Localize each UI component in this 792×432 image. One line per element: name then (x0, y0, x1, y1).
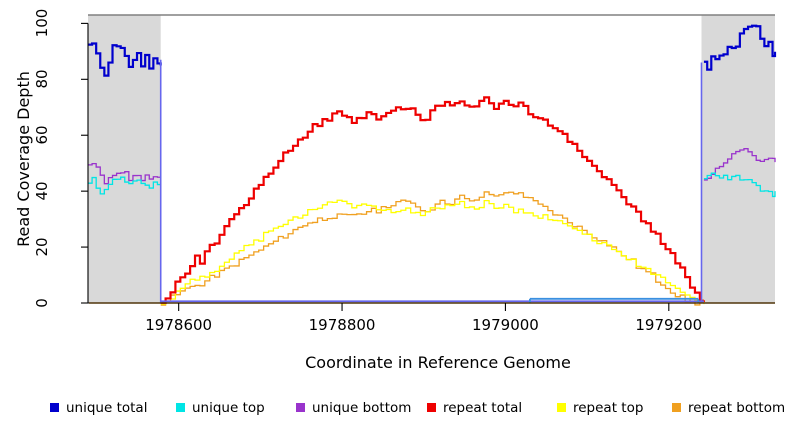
series-line-repeat-bottom (160, 191, 705, 306)
legend-swatch-icon (296, 402, 305, 412)
legend-item-repeat-top[interactable]: repeat top (557, 398, 643, 418)
legend-item-repeat-total[interactable]: repeat total (427, 398, 522, 418)
y-tick-label: 20 (33, 237, 51, 257)
x-tick-label: 1979000 (472, 316, 539, 334)
series-line-unique-bottom (88, 162, 162, 185)
coverage-plot (81, 14, 777, 311)
x-tick-label: 1978800 (308, 316, 376, 334)
legend-swatch-icon (672, 402, 681, 412)
x-axis-title: Coordinate in Reference Genome (305, 353, 571, 372)
series-line-unique-top (703, 172, 776, 198)
x-tick-label: 1978600 (145, 316, 213, 334)
series-line-unique-bottom (703, 148, 776, 181)
x-tick-label: 1979200 (635, 316, 703, 334)
y-tick-label: 80 (33, 69, 51, 89)
y-tick-label: 0 (33, 298, 51, 308)
legend-label: repeat total (443, 400, 523, 416)
series-line-repeat-top (160, 199, 705, 305)
legend-label: unique total (66, 400, 148, 416)
series-line-unique-top (88, 176, 162, 195)
y-tick-label: 40 (33, 181, 51, 201)
legend-swatch-icon (50, 402, 59, 412)
legend-swatch-icon (176, 402, 185, 412)
y-tick-label: 60 (33, 125, 51, 145)
legend-label: repeat bottom (688, 400, 786, 416)
legend-item-repeat-bottom[interactable]: repeat bottom (672, 398, 785, 418)
legend-swatch-icon (557, 402, 566, 412)
legend-label: unique top (192, 400, 265, 416)
legend-label: repeat top (573, 400, 644, 416)
series-line-repeat-total (160, 96, 706, 304)
y-tick-label: 100 (33, 9, 51, 38)
legend-item-unique-top[interactable]: unique top (176, 398, 265, 418)
series-line-unique-total (703, 24, 777, 71)
legend-swatch-icon (427, 402, 436, 412)
legend-label: unique bottom (312, 400, 412, 416)
chart-legend: unique total unique top unique bottom repea… (0, 398, 792, 420)
legend-item-unique-total[interactable]: unique total (50, 398, 147, 418)
legend-item-unique-bottom[interactable]: unique bottom (296, 398, 411, 418)
right-unique-region (701, 15, 775, 303)
series-line-unique-total (88, 42, 162, 77)
